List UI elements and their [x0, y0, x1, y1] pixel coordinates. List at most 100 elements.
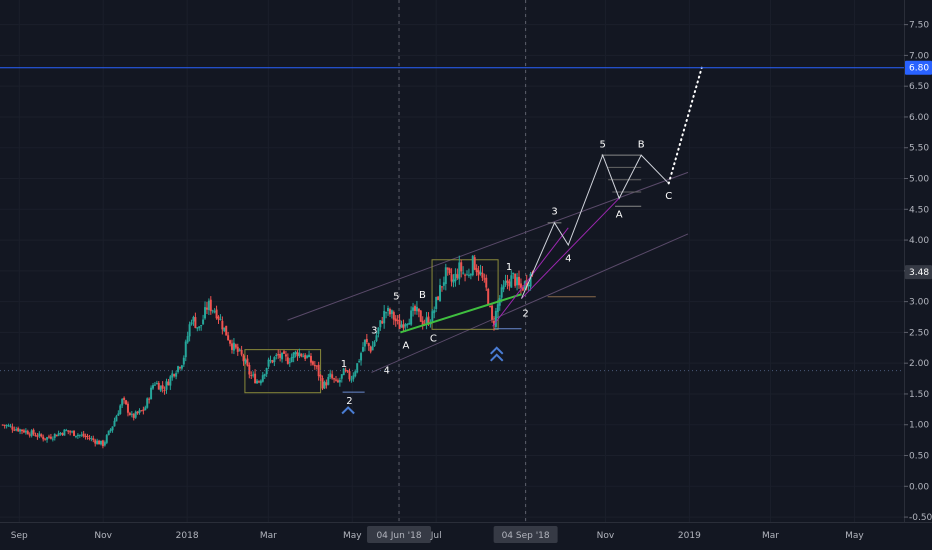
candle-up — [80, 434, 83, 436]
candle-up — [458, 262, 461, 280]
candle-down — [319, 374, 322, 378]
candle-up — [184, 341, 187, 358]
candle-down — [234, 344, 237, 348]
candle-down — [413, 306, 416, 311]
candle-up — [24, 430, 27, 433]
consolidation-boxes — [244, 259, 499, 394]
candle-down — [13, 429, 16, 431]
candle-up — [502, 285, 505, 290]
candle-up — [207, 300, 210, 311]
candle-up — [442, 282, 445, 286]
candle-down — [448, 268, 451, 274]
time-axis[interactable]: Sep Nov 2018 Mar May 04 Jun '18 Jul 04 Sep '18 N… — [0, 522, 932, 550]
candle-up — [192, 316, 195, 322]
price-axis[interactable]: 7.507.006.506.005.505.004.504.003.503.00… — [904, 0, 932, 550]
candle-down — [317, 364, 320, 377]
candle-down — [92, 438, 95, 440]
double-chevron-up-icon — [490, 353, 504, 362]
candle-down — [136, 411, 139, 414]
candle-down — [242, 355, 245, 362]
candle-down — [132, 413, 135, 418]
candle-up — [425, 317, 428, 324]
wave-label: 4 — [383, 365, 389, 376]
wave-label: A — [402, 341, 409, 352]
wave-label: 4 — [565, 253, 571, 264]
candle-up — [267, 359, 270, 367]
candle-down — [271, 360, 274, 363]
candle-up — [504, 280, 507, 286]
wave-projection-line — [521, 153, 670, 299]
candle-up — [38, 433, 41, 437]
candle-up — [30, 430, 33, 436]
candle-up — [169, 376, 172, 386]
candle-up — [134, 411, 137, 418]
candle-down — [73, 430, 76, 436]
candle-up — [200, 325, 203, 327]
candle-down — [84, 436, 87, 438]
candle-down — [49, 436, 52, 439]
wave-label: B — [638, 139, 645, 150]
candle-down — [348, 371, 351, 380]
candle-up — [171, 373, 174, 378]
candle-up — [412, 307, 415, 311]
horizontal-lines — [0, 67, 904, 372]
candle-up — [363, 339, 366, 347]
candle-up — [452, 279, 455, 283]
candle-up — [494, 310, 497, 327]
candle-up — [15, 429, 18, 431]
candle-down — [163, 390, 166, 392]
candle-down — [421, 320, 424, 326]
candle-up — [7, 425, 10, 427]
candle-up — [373, 341, 376, 347]
candle-down — [514, 273, 517, 286]
candle-down — [381, 321, 384, 324]
candle-up — [219, 319, 222, 321]
candle-up — [410, 310, 413, 325]
candle-up — [9, 425, 12, 427]
candle-up — [223, 327, 226, 332]
candle-down — [446, 267, 449, 270]
candle-up — [516, 277, 519, 286]
price-label-bg — [905, 60, 932, 75]
candle-up — [350, 379, 353, 381]
price-tick-label: 4.00 — [909, 236, 929, 246]
candle-up — [415, 306, 418, 312]
candle-down — [419, 310, 422, 322]
candle-up — [371, 346, 374, 351]
candle-down — [28, 434, 31, 436]
candle-down — [525, 280, 528, 288]
price-tick-label: 0.00 — [909, 482, 929, 492]
candle-up — [529, 273, 532, 287]
candle-down — [21, 429, 24, 432]
candle-down — [277, 354, 280, 356]
candle-down — [240, 349, 243, 355]
candle-up — [188, 324, 191, 337]
candle-up — [252, 374, 255, 376]
candle-down — [440, 286, 443, 288]
candle-down — [394, 318, 397, 322]
candle-up — [358, 361, 361, 363]
candle-down — [309, 355, 312, 363]
trendline — [521, 197, 620, 299]
candle-down — [125, 400, 128, 405]
candle-down — [396, 319, 399, 321]
candle-up — [5, 425, 8, 427]
candle-down — [236, 346, 239, 352]
candle-up — [379, 320, 382, 328]
candle-down — [279, 354, 282, 358]
candle-up — [406, 324, 409, 326]
time-tick-label: May — [343, 531, 362, 541]
candle-up — [352, 375, 355, 380]
candle-up — [53, 433, 56, 438]
candle-down — [67, 430, 70, 432]
candle-down — [489, 306, 492, 308]
candle-down — [464, 274, 467, 276]
buy-markers — [341, 346, 504, 415]
candle-up — [74, 435, 77, 437]
candle-up — [354, 371, 357, 377]
wave-projection-dotted — [667, 66, 703, 185]
candle-up — [377, 327, 380, 334]
candle-up — [99, 440, 102, 445]
candle-down — [3, 424, 6, 426]
